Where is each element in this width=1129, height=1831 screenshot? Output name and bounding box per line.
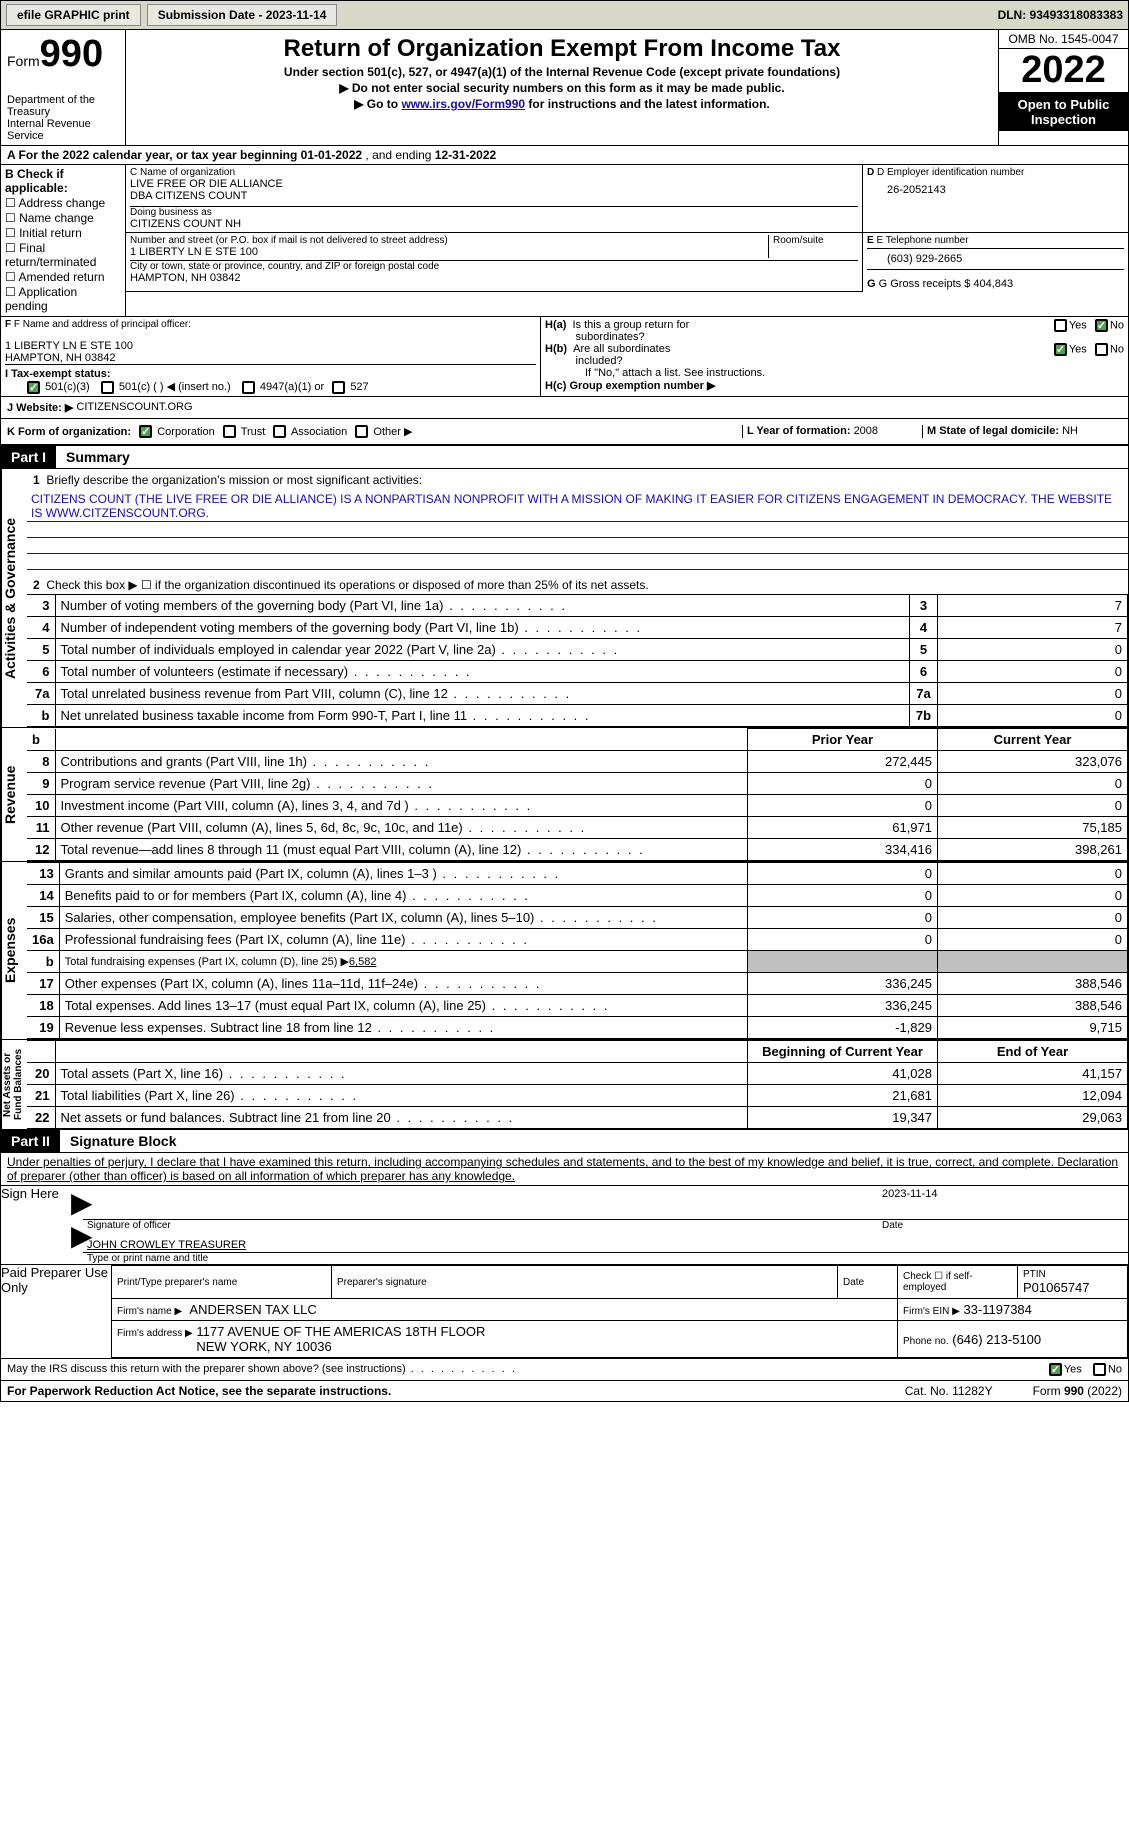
ptin-value: P01065747 <box>1023 1280 1122 1295</box>
association-checkbox[interactable] <box>273 425 286 438</box>
officer-group-block: F F Name and address of principal office… <box>1 317 1128 397</box>
irs-link[interactable]: www.irs.gov/Form990 <box>401 97 525 111</box>
open-to-public-label: Open to Public Inspection <box>999 93 1128 131</box>
trust-checkbox[interactable] <box>223 425 236 438</box>
h-c-question: H(c) Group exemption number ▶ <box>545 379 1124 392</box>
h-a-question: H(a) Is this a group return for Yes No s… <box>545 319 1124 343</box>
city-state-zip: HAMPTON, NH 03842 <box>130 272 858 284</box>
expenses-label: Expenses <box>1 862 27 1039</box>
officer-addr-1: 1 LIBERTY LN E STE 100 <box>5 340 536 352</box>
submission-date-box: Submission Date - 2023-11-14 <box>147 4 338 26</box>
ha-no-checkbox[interactable] <box>1095 319 1108 332</box>
ein-value: 26-2052143 <box>867 178 1124 202</box>
form-header: Form990 Department of the Treasury Inter… <box>1 30 1128 146</box>
mission-text: CITIZENS COUNT (THE LIVE FREE OR DIE ALL… <box>27 491 1128 522</box>
ha-yes-checkbox[interactable] <box>1054 319 1067 332</box>
501c3-checkbox[interactable] <box>27 381 40 394</box>
firm-phone: (646) 213-5100 <box>952 1332 1041 1347</box>
perjury-declaration: Under penalties of perjury, I declare th… <box>1 1153 1128 1186</box>
gross-receipts: G G Gross receipts $ 404,843 <box>867 278 1124 290</box>
4947-checkbox[interactable] <box>242 381 255 394</box>
corporation-checkbox[interactable] <box>139 425 152 438</box>
line-j-website: J Website: ▶ CITIZENSCOUNT.ORG <box>1 397 1128 419</box>
h-b-note: If "No," attach a list. See instructions… <box>545 367 1124 379</box>
hb-yes-checkbox[interactable] <box>1054 343 1067 356</box>
other-checkbox[interactable] <box>355 425 368 438</box>
line-i-tax-exempt: I Tax-exempt status: 501(c)(3) 501(c) ( … <box>5 364 536 394</box>
net-assets-section: Net Assets or Fund Balances Beginning of… <box>1 1039 1128 1129</box>
part-2-header: Part II Signature Block <box>1 1129 1128 1153</box>
line-k-l-m: K Form of organization: Corporation Trus… <box>1 419 1128 446</box>
officer-name: JOHN CROWLEY TREASURER <box>87 1239 246 1251</box>
org-name-1: LIVE FREE OR DIE ALLIANCE <box>130 178 858 190</box>
room-suite-label: Room/suite <box>773 235 858 246</box>
subtitle-3: ▶ Go to www.irs.gov/Form990 for instruct… <box>132 97 992 111</box>
revenue-label: Revenue <box>1 728 27 861</box>
dln-label: DLN: 93493318083383 <box>998 8 1123 22</box>
firm-address: 1177 AVENUE OF THE AMERICAS 18TH FLOOR N… <box>196 1324 485 1354</box>
form-number: Form990 <box>7 33 119 76</box>
top-toolbar: efile GRAPHIC print Submission Date - 20… <box>1 1 1128 30</box>
form-990-document: efile GRAPHIC print Submission Date - 20… <box>0 0 1129 1402</box>
box-d-label: D D Employer identification number <box>867 167 1124 178</box>
telephone-value: (603) 929-2665 <box>867 249 1124 270</box>
box-c-label: C Name of organization <box>130 167 858 178</box>
activities-governance-label: Activities & Governance <box>1 469 27 727</box>
subtitle-1: Under section 501(c), 527, or 4947(a)(1)… <box>132 65 992 79</box>
efile-print-button[interactable]: efile GRAPHIC print <box>6 4 141 26</box>
form-title: Return of Organization Exempt From Incom… <box>132 35 992 63</box>
firm-ein: 33-1197384 <box>963 1302 1031 1317</box>
tax-year: 2022 <box>999 48 1128 93</box>
sign-here-block: Sign Here ▶▶ 2023-11-14 Signature of off… <box>1 1186 1128 1265</box>
revenue-table: b Prior Year Current Year8 Contributions… <box>27 728 1128 861</box>
paid-preparer-block: Paid Preparer Use Only Print/Type prepar… <box>1 1265 1128 1359</box>
subtitle-2: ▶ Do not enter social security numbers o… <box>132 81 992 95</box>
line-2-discontinued: 2 Check this box ▶ ☐ if the organization… <box>27 570 1128 594</box>
treasury-label: Department of the Treasury Internal Reve… <box>7 94 119 142</box>
may-irs-discuss: May the IRS discuss this return with the… <box>1 1359 1128 1381</box>
box-b-label: B Check if applicable: <box>5 167 68 195</box>
omb-number: OMB No. 1545-0047 <box>999 30 1128 48</box>
sig-date: 2023-11-14 <box>882 1188 937 1200</box>
net-assets-table: Beginning of Current Year End of Year20 … <box>27 1040 1128 1129</box>
part-1-body: Activities & Governance 1 Briefly descri… <box>1 469 1128 727</box>
discuss-yes-checkbox[interactable] <box>1049 1363 1062 1376</box>
h-b-question: H(b) Are all subordinates Yes No include… <box>545 343 1124 367</box>
street-address: 1 LIBERTY LN E STE 100 <box>130 246 768 258</box>
org-name-2: DBA CITIZENS COUNT <box>130 190 858 202</box>
501c-checkbox[interactable] <box>101 381 114 394</box>
page-footer: For Paperwork Reduction Act Notice, see … <box>1 1381 1128 1401</box>
net-assets-label: Net Assets or Fund Balances <box>1 1040 27 1129</box>
hb-no-checkbox[interactable] <box>1095 343 1108 356</box>
revenue-section: Revenue b Prior Year Current Year8 Contr… <box>1 727 1128 861</box>
part-1-header: Part I Summary <box>1 445 1128 469</box>
firm-name: ANDERSEN TAX LLC <box>189 1302 316 1317</box>
ag-table: 3 Number of voting members of the govern… <box>27 594 1128 727</box>
line-a-tax-year: A For the 2022 calendar year, or tax yea… <box>1 146 1128 165</box>
expenses-table: 13 Grants and similar amounts paid (Part… <box>27 862 1128 1039</box>
527-checkbox[interactable] <box>332 381 345 394</box>
entity-block: B Check if applicable: ☐ Address change … <box>1 165 1128 317</box>
expenses-section: Expenses 13 Grants and similar amounts p… <box>1 861 1128 1039</box>
officer-addr-2: HAMPTON, NH 03842 <box>5 352 536 364</box>
dba-name: CITIZENS COUNT NH <box>130 218 858 230</box>
discuss-no-checkbox[interactable] <box>1093 1363 1106 1376</box>
